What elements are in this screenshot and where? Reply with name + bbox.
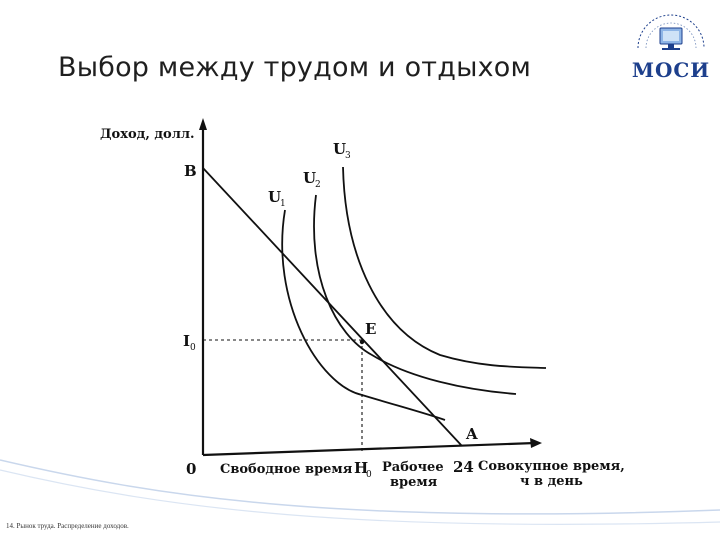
decorative-wave [0,459,720,525]
leisure-time-label: Свободное время [220,462,353,477]
work-time-label-line2: время [390,475,438,490]
point-h0-label: H [354,459,368,477]
point-i0-label: I [183,332,190,350]
origin-label: 0 [186,460,196,478]
logo-emblem [637,14,705,50]
slide-title: Выбор между трудом и отдыхом [58,52,532,83]
point-i0-subscript: 0 [190,343,196,353]
x-axis-label-line1: Совокупное время, [478,459,625,474]
y-axis-arrow [199,118,207,130]
slide-footer: 14. Рынок труда. Распределение доходов. [6,522,129,530]
x-axis [202,441,536,457]
point-a-label: A [465,425,478,443]
curve-u3-subscript: 3 [345,151,351,161]
curve-u2-label: U [303,169,316,187]
x-end-value-label: 24 [453,458,474,476]
y-axis-label: Доход, долл. [100,127,195,142]
point-b-label: B [184,162,197,180]
curve-u1-subscript: 1 [280,199,286,209]
indifference-curve-u3 [342,166,547,369]
point-h0-subscript: 0 [366,470,372,480]
curve-u1-label: U [268,188,281,206]
budget-line [202,167,463,447]
curve-u2-subscript: 2 [315,180,321,190]
indifference-curve-u2 [313,194,517,395]
equilibrium-point [359,339,365,345]
point-e-label: E [365,320,376,338]
logo-text: МОСИ [631,58,711,82]
x-axis-arrow [530,438,542,448]
indifference-curve-u1 [281,209,446,421]
x-axis-label-line2: ч в день [520,474,583,489]
curve-u3-label: U [333,140,346,158]
work-time-label-line1: Рабочее [382,460,444,475]
